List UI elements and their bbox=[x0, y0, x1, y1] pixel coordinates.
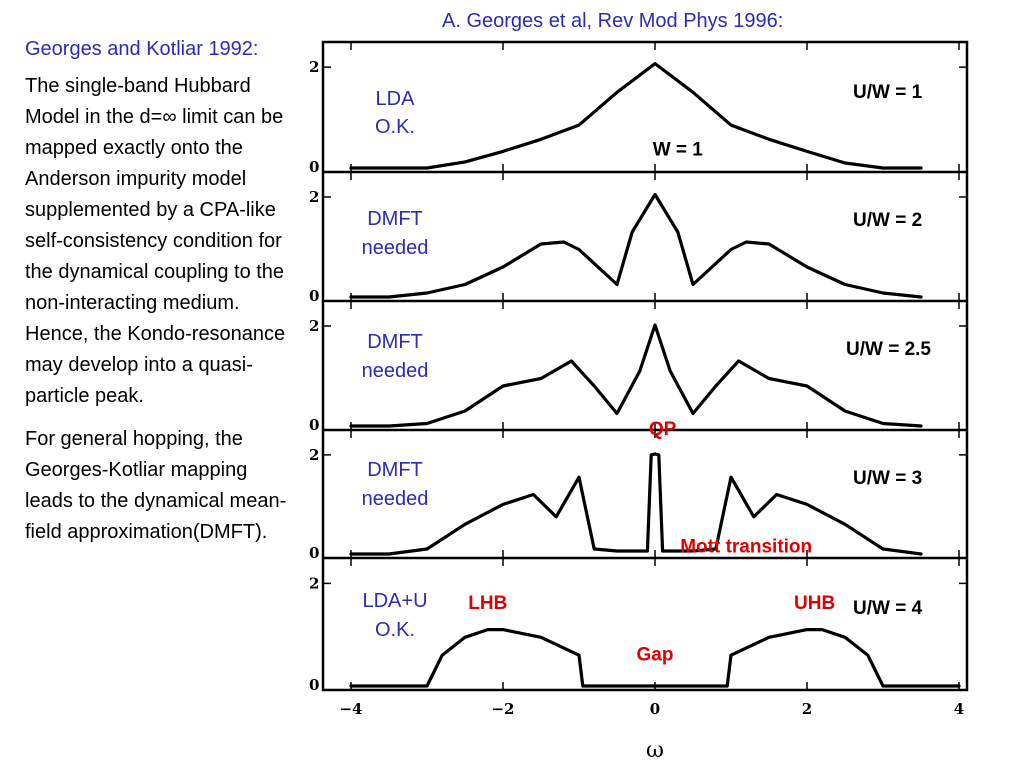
panel-note-line1: LDA bbox=[376, 88, 416, 110]
y-tick-label: 2 bbox=[309, 574, 319, 592]
panel-note-line1: LDA+U bbox=[362, 590, 427, 612]
uw-label: U/W = 2.5 bbox=[846, 339, 931, 360]
uw-label: U/W = 3 bbox=[853, 468, 922, 489]
paragraph-2: For general hopping, the Georges-Kotliar… bbox=[25, 428, 287, 543]
y-tick-label: 2 bbox=[309, 446, 319, 464]
left-text-column: Georges and Kotliar 1992: The single-ban… bbox=[25, 36, 287, 560]
annotation-w-1: W = 1 bbox=[653, 139, 704, 160]
y-tick-label: 0 bbox=[309, 676, 319, 694]
x-tick-label: 0 bbox=[650, 700, 660, 718]
x-tick-label: −4 bbox=[339, 700, 362, 718]
dos-curve-3 bbox=[349, 323, 923, 428]
uw-label: U/W = 2 bbox=[853, 210, 922, 231]
annotation-lhb: LHB bbox=[468, 593, 507, 614]
y-tick-label: 0 bbox=[309, 416, 319, 434]
plot-frame bbox=[321, 40, 969, 692]
citation: A. Georges et al, Rev Mod Phys 1996: bbox=[442, 10, 784, 32]
panel-note-line2: O.K. bbox=[375, 619, 415, 641]
panel-note-line2: needed bbox=[362, 360, 429, 382]
paragraph-1: The single-band Hubbard Model in the d=∞… bbox=[25, 75, 286, 407]
panel-note-line1: DMFT bbox=[367, 459, 423, 481]
uw-label: U/W = 4 bbox=[853, 598, 923, 619]
annotation-gap: Gap bbox=[637, 644, 674, 665]
y-tick-label: 0 bbox=[309, 287, 319, 305]
panel-note-line1: DMFT bbox=[367, 208, 423, 230]
y-tick-label: 2 bbox=[309, 317, 319, 335]
x-tick-label: −2 bbox=[491, 700, 514, 718]
x-tick-label: 4 bbox=[954, 700, 964, 718]
panel-note-line2: O.K. bbox=[375, 116, 415, 138]
dos-curve-1 bbox=[349, 62, 923, 170]
panel-note-line1: DMFT bbox=[367, 331, 423, 353]
x-tick-label: 2 bbox=[802, 700, 812, 718]
dos-curve-4 bbox=[349, 452, 923, 556]
dos-curve-5 bbox=[349, 628, 961, 688]
annotation-mott-transition: Mott transition bbox=[680, 537, 812, 558]
uw-label: U/W = 1 bbox=[853, 82, 923, 103]
y-tick-label: 2 bbox=[309, 58, 319, 76]
x-axis-label: ω bbox=[646, 738, 664, 763]
y-tick-label: 2 bbox=[309, 188, 319, 206]
y-tick-label: 0 bbox=[309, 158, 319, 176]
annotation-uhb: UHB bbox=[794, 593, 835, 614]
y-tick-label: 0 bbox=[309, 544, 319, 562]
panel-note-line2: needed bbox=[362, 237, 429, 259]
heading: Georges and Kotliar 1992: bbox=[25, 38, 259, 60]
annotation-qp: QP bbox=[649, 419, 677, 440]
panel-note-line2: needed bbox=[362, 488, 429, 510]
dos-curve-2 bbox=[349, 192, 923, 299]
